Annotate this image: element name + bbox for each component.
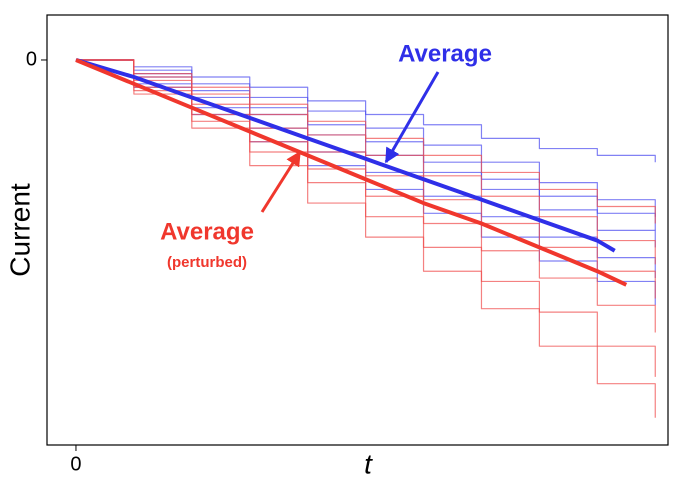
annotation-arrow: [260, 150, 302, 213]
plot-frame: [46, 14, 669, 446]
average-line: [75, 58, 616, 253]
annotation: (perturbed): [167, 254, 247, 271]
x-tick-label: 0: [70, 453, 81, 475]
plot-area: [75, 58, 656, 418]
average-line: [75, 58, 628, 287]
trajectory: [75, 59, 656, 377]
y-axis-label: Current: [4, 183, 35, 277]
annotation: Average: [160, 218, 254, 245]
trajectory: [75, 59, 656, 224]
annotation-arrow: [384, 71, 440, 164]
x-axis-label: t: [364, 448, 373, 479]
annotation: Average: [398, 40, 492, 67]
y-tick-label: 0: [26, 48, 37, 70]
